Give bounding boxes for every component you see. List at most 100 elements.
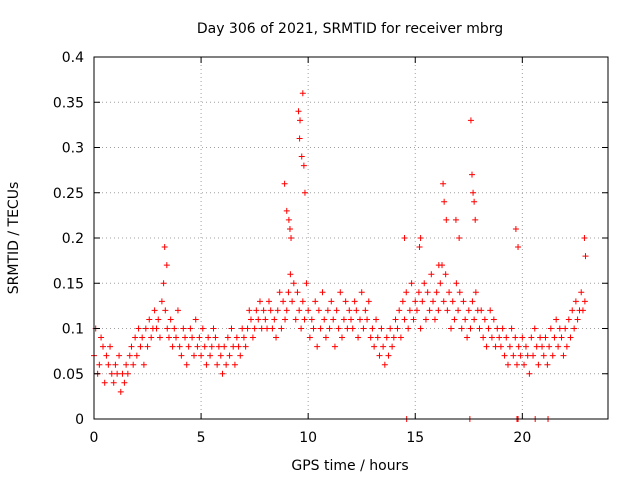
data-point bbox=[558, 334, 565, 341]
data-point bbox=[276, 289, 283, 296]
data-point bbox=[582, 253, 589, 260]
data-point bbox=[419, 298, 426, 305]
data-point bbox=[132, 334, 139, 341]
data-point bbox=[470, 189, 477, 196]
data-point bbox=[572, 298, 579, 305]
data-point bbox=[239, 325, 246, 332]
data-point bbox=[431, 316, 438, 323]
data-point bbox=[301, 189, 308, 196]
data-point bbox=[480, 334, 487, 341]
data-point bbox=[472, 216, 479, 223]
data-point bbox=[219, 370, 226, 377]
data-point bbox=[128, 343, 135, 350]
chart-title: Day 306 of 2021, SRMTID for receiver mbr… bbox=[197, 21, 503, 37]
data-point bbox=[331, 343, 338, 350]
x-tick-label: 0 bbox=[90, 430, 99, 446]
y-tick-label: 0.15 bbox=[53, 276, 84, 292]
data-point bbox=[508, 325, 515, 332]
data-point bbox=[253, 307, 260, 314]
data-point bbox=[430, 298, 437, 305]
data-point bbox=[123, 361, 130, 368]
data-point bbox=[283, 307, 290, 314]
data-point bbox=[108, 370, 115, 377]
data-point bbox=[387, 325, 394, 332]
data-point bbox=[469, 171, 476, 178]
data-point bbox=[180, 325, 187, 332]
data-point bbox=[324, 307, 331, 314]
data-point bbox=[289, 298, 296, 305]
y-axis-title: SRMTID / TECUs bbox=[6, 182, 22, 295]
data-point bbox=[292, 316, 299, 323]
data-point bbox=[571, 325, 578, 332]
data-point bbox=[416, 244, 423, 251]
data-point bbox=[110, 379, 117, 386]
data-point bbox=[158, 298, 165, 305]
data-point bbox=[533, 343, 540, 350]
data-point bbox=[326, 325, 333, 332]
data-point bbox=[231, 361, 238, 368]
data-point bbox=[103, 352, 110, 359]
data-point bbox=[194, 343, 201, 350]
data-point bbox=[412, 298, 419, 305]
data-point bbox=[295, 108, 302, 115]
data-point bbox=[133, 352, 140, 359]
data-point bbox=[512, 225, 519, 232]
data-point bbox=[547, 325, 554, 332]
data-point bbox=[497, 343, 504, 350]
x-tick-label: 5 bbox=[197, 430, 206, 446]
data-point bbox=[176, 343, 183, 350]
data-point bbox=[353, 307, 360, 314]
data-point bbox=[237, 352, 244, 359]
data-point bbox=[137, 343, 144, 350]
data-point bbox=[355, 334, 362, 341]
data-point bbox=[528, 334, 535, 341]
data-point bbox=[183, 361, 190, 368]
data-point bbox=[460, 298, 467, 305]
data-point bbox=[107, 343, 114, 350]
data-point bbox=[452, 216, 459, 223]
data-point bbox=[98, 334, 105, 341]
data-point bbox=[161, 244, 168, 251]
data-point bbox=[492, 343, 499, 350]
data-point bbox=[230, 343, 237, 350]
data-point bbox=[196, 334, 203, 341]
data-point bbox=[448, 325, 455, 332]
data-point bbox=[530, 352, 537, 359]
data-point bbox=[458, 325, 465, 332]
data-point bbox=[256, 298, 263, 305]
data-point bbox=[283, 207, 290, 214]
data-point bbox=[578, 289, 585, 296]
data-point bbox=[300, 162, 307, 169]
data-point bbox=[321, 316, 328, 323]
data-point bbox=[542, 334, 549, 341]
data-point bbox=[317, 325, 324, 332]
data-point bbox=[397, 334, 404, 341]
data-point bbox=[119, 370, 126, 377]
data-point bbox=[303, 280, 310, 287]
data-point bbox=[99, 343, 106, 350]
data-point bbox=[406, 307, 413, 314]
data-point bbox=[535, 361, 542, 368]
data-point bbox=[173, 334, 180, 341]
data-point bbox=[262, 316, 269, 323]
data-point bbox=[210, 325, 217, 332]
data-point bbox=[214, 361, 221, 368]
data-point bbox=[251, 325, 258, 332]
data-point bbox=[383, 334, 390, 341]
data-point bbox=[519, 334, 526, 341]
data-point bbox=[340, 316, 347, 323]
grid-layer bbox=[94, 57, 608, 419]
data-point bbox=[299, 298, 306, 305]
data-point bbox=[199, 325, 206, 332]
y-tick-label: 0.4 bbox=[62, 50, 84, 66]
data-point bbox=[490, 316, 497, 323]
data-point bbox=[228, 325, 235, 332]
data-point bbox=[274, 307, 281, 314]
data-point bbox=[540, 352, 547, 359]
data-point bbox=[544, 361, 551, 368]
y-tick-label: 0.05 bbox=[53, 367, 84, 383]
data-point bbox=[481, 316, 488, 323]
data-point bbox=[164, 325, 171, 332]
data-point bbox=[310, 325, 317, 332]
data-point bbox=[385, 352, 392, 359]
